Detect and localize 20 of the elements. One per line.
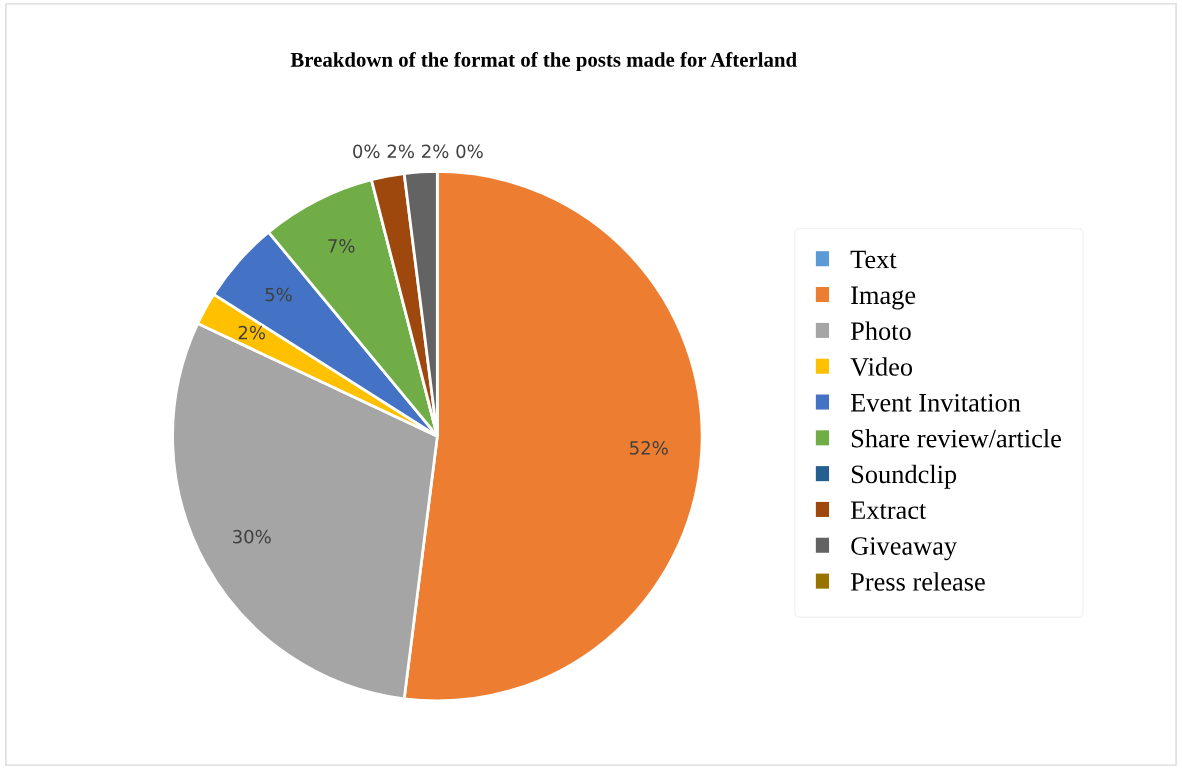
legend-label: Photo xyxy=(850,321,911,341)
data-label: 7% xyxy=(328,239,355,253)
data-label: 5% xyxy=(265,287,292,302)
legend-label: Soundclip xyxy=(851,464,957,489)
data-label: 2% xyxy=(238,325,266,340)
text: 0% xyxy=(456,144,483,159)
legend-label: Text xyxy=(850,250,897,269)
data-label: 52% xyxy=(630,441,668,455)
data-label: 2% xyxy=(387,144,414,159)
legend-label: Share review/article xyxy=(851,428,1061,448)
legend-label: Press release xyxy=(850,572,985,591)
data-label: 30% xyxy=(233,529,271,544)
legend-label: Video xyxy=(850,357,913,376)
text: 0% xyxy=(353,144,380,159)
chart-title: Breakdown of the format of the posts made for Afterland xyxy=(290,51,797,72)
legend-label: Giveaway xyxy=(851,537,958,561)
legend-label: Image xyxy=(851,286,916,310)
legend-label: Event Invitation xyxy=(850,393,1021,412)
legend-label: Extract xyxy=(850,501,927,520)
data-label: 2% xyxy=(422,144,449,159)
